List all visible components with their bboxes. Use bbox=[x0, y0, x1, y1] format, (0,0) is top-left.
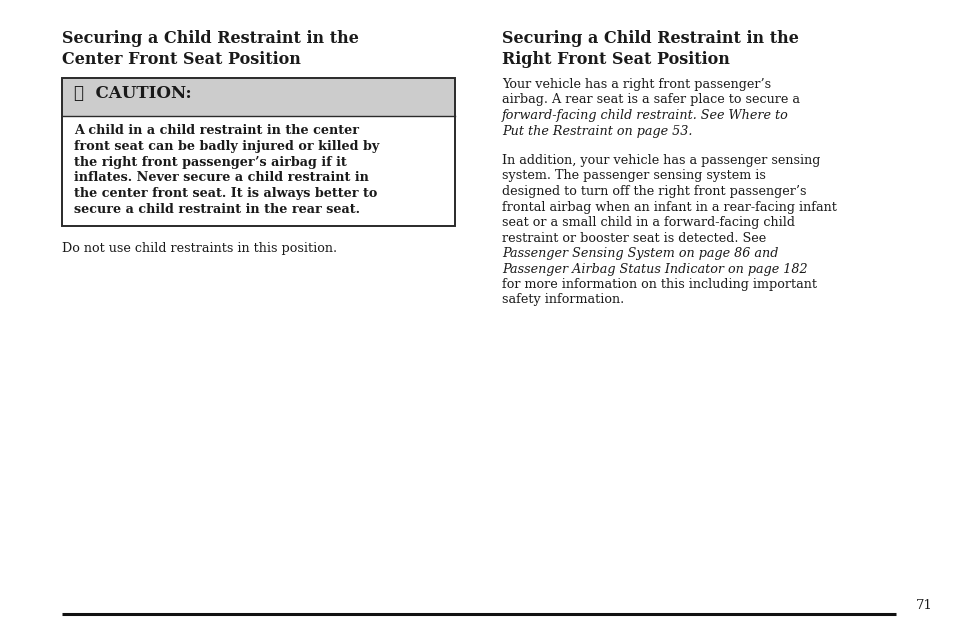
Bar bbox=[62, 116, 455, 226]
Text: forward-facing child restraint. See Where to: forward-facing child restraint. See Wher… bbox=[501, 109, 788, 122]
Text: Center Front Seat Position: Center Front Seat Position bbox=[62, 51, 300, 68]
Text: designed to turn off the right front passenger’s: designed to turn off the right front pas… bbox=[501, 185, 805, 198]
Text: seat or a small child in a forward-facing child: seat or a small child in a forward-facin… bbox=[501, 216, 794, 229]
Bar bbox=[62, 78, 455, 116]
Text: Passenger Airbag Status Indicator on page 182: Passenger Airbag Status Indicator on pag… bbox=[501, 263, 807, 275]
Text: system. The passenger sensing system is: system. The passenger sensing system is bbox=[501, 170, 765, 183]
Text: Do not use child restraints in this position.: Do not use child restraints in this posi… bbox=[62, 242, 336, 255]
Text: ⚠  CAUTION:: ⚠ CAUTION: bbox=[74, 85, 192, 102]
Text: frontal airbag when an infant in a rear-facing infant: frontal airbag when an infant in a rear-… bbox=[501, 200, 836, 214]
Text: Put the Restraint on page 53.: Put the Restraint on page 53. bbox=[501, 125, 692, 137]
Text: 71: 71 bbox=[915, 599, 932, 612]
Text: A child in a child restraint in the center: A child in a child restraint in the cent… bbox=[74, 124, 358, 137]
Text: the center front seat. It is always better to: the center front seat. It is always bett… bbox=[74, 187, 377, 200]
Text: Right Front Seat Position: Right Front Seat Position bbox=[501, 51, 729, 68]
Text: secure a child restraint in the rear seat.: secure a child restraint in the rear sea… bbox=[74, 203, 359, 216]
Text: In addition, your vehicle has a passenger sensing: In addition, your vehicle has a passenge… bbox=[501, 154, 820, 167]
Text: front seat can be badly injured or killed by: front seat can be badly injured or kille… bbox=[74, 140, 379, 153]
Bar bbox=[62, 78, 455, 226]
Text: for more information on this including important: for more information on this including i… bbox=[501, 278, 816, 291]
Text: the right front passenger’s airbag if it: the right front passenger’s airbag if it bbox=[74, 156, 346, 169]
Text: restraint or booster seat is detected. See: restraint or booster seat is detected. S… bbox=[501, 232, 765, 244]
Text: inflates. Never secure a child restraint in: inflates. Never secure a child restraint… bbox=[74, 171, 369, 184]
Text: Your vehicle has a right front passenger’s: Your vehicle has a right front passenger… bbox=[501, 78, 770, 91]
Text: Securing a Child Restraint in the: Securing a Child Restraint in the bbox=[62, 30, 358, 47]
Text: Passenger Sensing System on page 86 and: Passenger Sensing System on page 86 and bbox=[501, 247, 778, 260]
Text: safety information.: safety information. bbox=[501, 293, 623, 307]
Text: Securing a Child Restraint in the: Securing a Child Restraint in the bbox=[501, 30, 798, 47]
Text: airbag. A rear seat is a safer place to secure a: airbag. A rear seat is a safer place to … bbox=[501, 93, 800, 106]
